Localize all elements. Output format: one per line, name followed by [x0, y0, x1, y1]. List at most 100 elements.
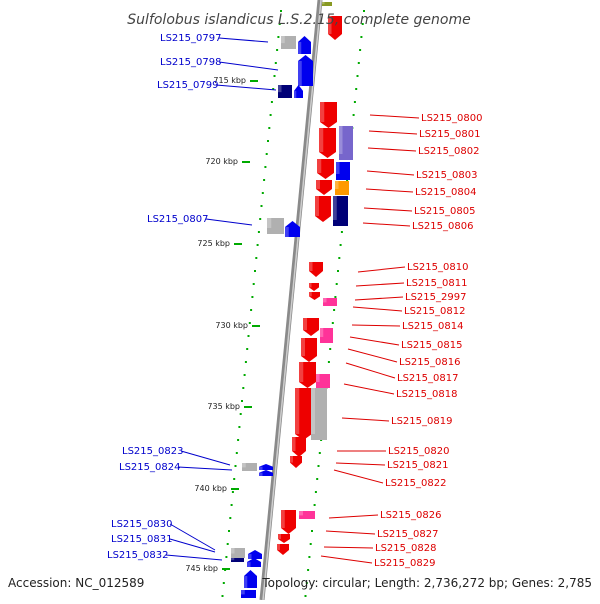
ring-dot [334, 296, 337, 298]
right-label-leader [368, 130, 418, 135]
right-gene-label: LS215_0800 [421, 113, 482, 124]
left-label-leader [205, 218, 253, 226]
scale-tick-label: 745 kbp [185, 564, 218, 573]
ring-dot [276, 49, 279, 51]
right-label-leader [323, 546, 374, 549]
right-gene-label: LS215_0804 [415, 187, 476, 198]
gene-navy-shine [278, 85, 282, 93]
ring-dot [361, 23, 364, 25]
gene-reverse [328, 16, 342, 40]
ring-dot [265, 153, 268, 155]
right-label-leader [343, 383, 395, 395]
right-label-leader [355, 282, 405, 287]
gene-forward [248, 550, 262, 559]
gene-reverse [303, 318, 319, 336]
ring-dot [357, 62, 360, 64]
ring-dot [317, 465, 320, 467]
gene-reverse-shine [303, 318, 307, 330]
scale-tick-label: 740 kbp [194, 484, 227, 493]
ring-dot [359, 49, 362, 51]
gene-reverse [309, 292, 320, 300]
ring-dot [337, 270, 339, 272]
gene-olive [322, 2, 332, 6]
gene-forward-shine [298, 61, 302, 86]
right-gene-label: LS215_0806 [412, 221, 473, 232]
ring-dot [304, 595, 307, 597]
gene-forward [294, 85, 303, 98]
ring-dot [247, 335, 250, 337]
ring-dot [307, 569, 310, 571]
ring-dot [243, 374, 246, 376]
ring-dot [259, 218, 262, 220]
gene-pink-shine [320, 328, 324, 337]
ring-dot [251, 296, 254, 298]
gene-navy-shine [231, 558, 235, 561]
ring-dot [327, 361, 330, 363]
gene-reverse-shine [292, 437, 296, 451]
ring-dot [314, 491, 317, 493]
ring-dot [246, 348, 249, 350]
ring-dot [226, 543, 229, 545]
ring-dot [308, 556, 311, 558]
right-label-leader [351, 324, 401, 327]
gene-forward-shine [244, 576, 248, 588]
gene-reverse-shine [301, 338, 305, 356]
ring-dot [238, 426, 241, 428]
gene-navy [333, 196, 348, 226]
gene-reverse [281, 510, 296, 534]
gene-forward [247, 558, 261, 567]
ring-dot [264, 166, 267, 168]
right-label-leader [345, 362, 396, 379]
left-gene-label: LS215_0798 [160, 57, 221, 68]
gene-forward-shine [298, 42, 302, 54]
gene-forward [336, 162, 350, 180]
gene-gray-shine [281, 36, 285, 44]
ring-dot [255, 257, 258, 259]
right-label-leader [362, 222, 411, 227]
right-label-leader [365, 188, 414, 193]
accession-text: Accession: NC_012589 [8, 576, 144, 590]
ring-dot [311, 530, 313, 532]
gene-pink [323, 298, 337, 306]
ring-dot [235, 452, 238, 454]
gene-reverse-shine [299, 362, 304, 382]
ring-dot [250, 309, 253, 311]
right-gene-label: LS215_2997 [405, 292, 466, 303]
ring-dot [329, 348, 332, 350]
gene-reverse-shine [278, 534, 281, 539]
ring-dot [270, 101, 273, 103]
gene-reverse [301, 338, 317, 362]
genome-backbone-highlight [262, 0, 322, 601]
left-label-leader [177, 466, 233, 471]
gene-forward [244, 570, 257, 588]
left-label-leader [218, 61, 279, 71]
ring-dot [234, 465, 237, 467]
ring-dot [269, 114, 272, 116]
gene-pink [299, 511, 315, 519]
right-label-leader [325, 530, 376, 535]
right-label-leader [333, 469, 384, 484]
gene-reverse [315, 196, 331, 222]
gene-pink-shine [323, 298, 327, 303]
gene-reverse-shine [317, 159, 322, 173]
ring-dot [261, 192, 264, 194]
right-label-leader [369, 114, 420, 119]
right-label-leader [363, 207, 413, 212]
right-gene-label: LS215_0818 [396, 389, 457, 400]
gene-reverse-shine [309, 262, 313, 271]
gene-reverse [316, 180, 332, 195]
gene-gray-shine [242, 463, 246, 468]
gene-forward-shine [248, 554, 252, 559]
gene-reverse [292, 437, 306, 457]
gene-features [231, 2, 353, 598]
right-label-leader [320, 555, 373, 564]
left-gene-label: LS215_0797 [160, 33, 221, 44]
right-gene-label: LS215_0802 [418, 146, 479, 157]
ring-dot [316, 478, 319, 480]
gene-forward-shine [259, 472, 263, 476]
right-gene-label: LS215_0826 [380, 510, 441, 521]
right-gene-label: LS215_0828 [375, 543, 436, 554]
right-gene-label: LS215_0803 [416, 170, 477, 181]
right-label-leader [366, 170, 415, 176]
gene-pink [316, 374, 330, 388]
